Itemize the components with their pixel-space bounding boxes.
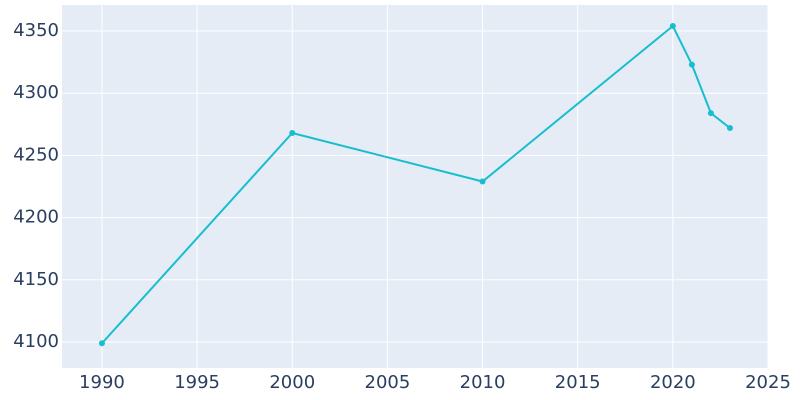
y-tick-label: 4250 <box>13 144 59 165</box>
data-point <box>289 130 296 137</box>
x-tick-label: 1990 <box>79 372 125 393</box>
y-tick-label: 4150 <box>13 269 59 290</box>
x-tick-label: 1995 <box>174 372 220 393</box>
x-tick-label: 2010 <box>460 372 506 393</box>
data-point <box>98 340 105 347</box>
y-tick-label: 4200 <box>13 207 59 228</box>
y-tick-label: 4350 <box>13 20 59 41</box>
data-point <box>479 178 486 185</box>
data-point <box>669 23 676 30</box>
y-tick-label: 4300 <box>13 82 59 103</box>
x-tick-label: 2000 <box>269 372 315 393</box>
data-point <box>707 110 714 117</box>
x-tick-label: 2025 <box>745 372 791 393</box>
plot-area <box>62 5 768 368</box>
data-point <box>726 125 733 132</box>
y-tick-label: 4100 <box>13 331 59 352</box>
data-point <box>688 61 695 68</box>
x-tick-label: 2020 <box>650 372 696 393</box>
x-tick-label: 2005 <box>365 372 411 393</box>
x-tick-label: 2015 <box>555 372 601 393</box>
